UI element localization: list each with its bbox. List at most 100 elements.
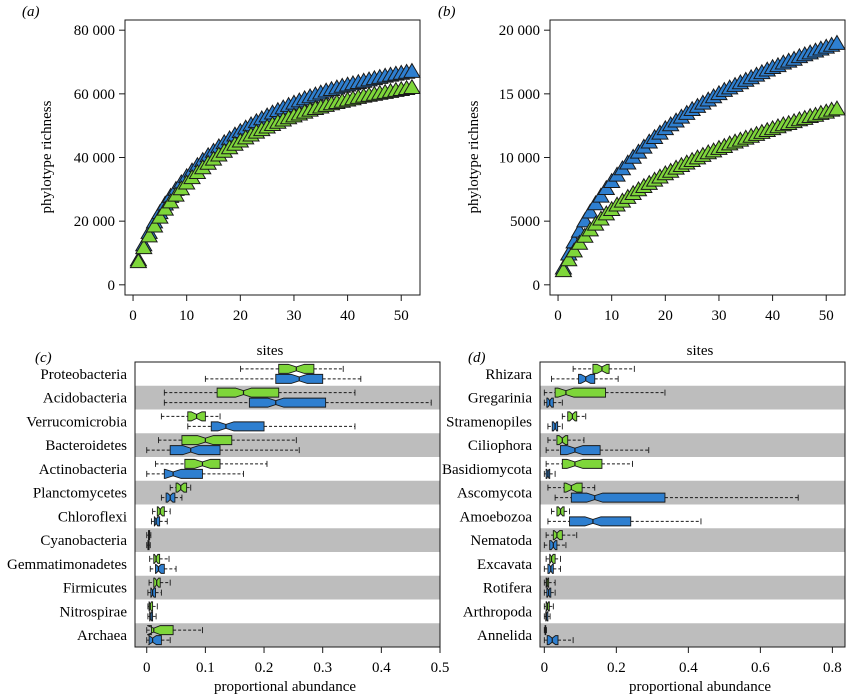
panel-a-y-axis-label: phylotype richness (39, 100, 55, 213)
panel-c-category-label: Actinobacteria (39, 462, 128, 478)
panel-c-x-axis-label: proportional abundance (214, 679, 356, 695)
panel-a-x-tick-label: 30 (286, 308, 301, 324)
panel-b-x-tick-label: 30 (711, 308, 726, 324)
panel-d-row-band (540, 623, 845, 647)
panel-d-category-label: Ascomycota (457, 486, 532, 502)
panel-a-x-tick-label: 20 (233, 308, 248, 324)
panel-c-category-label: Gemmatimonadetes (7, 557, 127, 573)
panel-c-category-label: Proteobacteria (40, 367, 127, 383)
panel-d-green-box (554, 387, 606, 398)
panel-b-y-tick-label: 20 000 (499, 23, 540, 39)
panel-b-green-point (828, 100, 846, 116)
panel-a-green-point (403, 78, 421, 95)
panel-b-x-axis-label: sites (687, 343, 714, 359)
panel-c: (c) proportional abundance Proteobacteri… (7, 350, 449, 695)
panel-b-green-point (565, 242, 584, 258)
panel-d-category-label: Stramenopiles (446, 414, 532, 430)
panel-d-category-label: Rhizara (485, 367, 532, 383)
panel-d-x-tick-label: 0 (541, 660, 549, 676)
panel-c-x-tick-label: 0.1 (196, 660, 215, 676)
panel-b-y-tick-label: 10 000 (499, 151, 540, 167)
panel-label-c: (c) (35, 350, 52, 366)
panel-c-category-label: Chloroflexi (58, 509, 127, 525)
panel-c-blue-box (155, 563, 165, 574)
panel-c-blue-box (163, 468, 203, 479)
panel-c-row-band (135, 528, 440, 552)
panel-c-green-box (216, 387, 280, 398)
panel-d-row-band (540, 385, 845, 410)
panel-b-blue-point (581, 203, 600, 219)
panel-d-row-band (540, 575, 845, 600)
panel-d-plot-frame (539, 361, 846, 648)
panel-b-y-tick-label: 5000 (510, 214, 540, 230)
panel-c-blue-box (153, 516, 161, 527)
panel-a-blue-point (403, 62, 421, 78)
panel-a-x-tick-label: 10 (179, 308, 194, 324)
panel-c-blue-box (248, 397, 327, 408)
panel-d-row-band (540, 528, 845, 552)
panel-d-category-label: Basidiomycota (442, 462, 532, 478)
panel-c-row-band (135, 623, 440, 647)
panel-d-x-axis-label: proportional abundance (629, 679, 771, 695)
panel-b-green-point (559, 250, 578, 267)
panel-d-x-tick-label: 0.6 (751, 660, 770, 676)
panel-c-plot-frame (134, 361, 441, 648)
panel-c-blue-box (169, 445, 221, 456)
panel-a: (a) sites phylotype richness 0 10 20 30 40 50… (22, 4, 421, 359)
panel-a-y-tick-label: 40 000 (74, 151, 115, 167)
panel-a-x-tick-label: 40 (340, 308, 355, 324)
panel-b-x-tick-label: 50 (819, 308, 834, 324)
panel-c-row-band (135, 385, 440, 410)
panel-d-row-band (540, 433, 845, 457)
panel-d-blue-box (569, 516, 632, 527)
panel-d-category-label: Rotifera (483, 581, 532, 597)
panel-c-x-tick-label: 0.3 (313, 660, 332, 676)
panel-a-green-point (140, 227, 159, 243)
panel-b-x-tick-label: 20 (658, 308, 673, 324)
panel-c-x-tick-label: 0.4 (372, 660, 391, 676)
panel-b-green-point (554, 261, 573, 278)
panel-c-category-label: Planctomycetes (33, 486, 127, 502)
panel-c-x-tick-label: 0.5 (431, 660, 450, 676)
panel-b-blue-point (592, 187, 610, 203)
panel-b-y-tick-label: 0 (533, 278, 541, 294)
panel-a-green-point (129, 252, 148, 269)
panel-b: (b) sites phylotype richness 0 10 20 30 40 50… (438, 4, 846, 359)
panel-b-x-tick-label: 40 (765, 308, 780, 324)
panel-a-green-point (145, 217, 164, 233)
panel-c-category-label: Firmicutes (63, 581, 127, 597)
panel-d: (d) proportional abundance Rhizara Gregar… (442, 350, 846, 695)
panel-d-category-label: Annelida (477, 628, 532, 644)
panel-d-x-tick-label: 0.8 (823, 660, 842, 676)
panel-c-blue-box (147, 635, 162, 646)
panel-c-row-band (135, 480, 440, 505)
panel-c-green-box (181, 435, 233, 446)
panel-a-x-tick-label: 50 (394, 308, 409, 324)
panel-d-category-label: Gregarinia (468, 391, 532, 407)
panel-a-green-point (150, 208, 169, 224)
panel-c-category-label: Acidobacteria (43, 391, 127, 407)
panel-c-category-label: Verrucomicrobia (26, 414, 127, 430)
panel-label-b: (b) (438, 4, 456, 20)
panel-d-x-tick-label: 0.4 (679, 660, 698, 676)
panel-d-green-box (592, 363, 610, 374)
panel-a-y-tick-label: 80 000 (74, 23, 115, 39)
panel-b-blue-point (586, 194, 605, 211)
panel-d-category-label: Nematoda (470, 533, 532, 549)
panel-b-blue-point (828, 34, 846, 50)
panel-a-x-tick-label: 0 (129, 308, 137, 324)
panel-d-category-label: Ciliophora (468, 438, 533, 454)
panel-a-green-point (134, 238, 153, 255)
panel-d-blue-box (570, 492, 666, 503)
panel-label-d: (d) (468, 350, 486, 366)
panel-c-green-box (147, 625, 174, 636)
panel-c-category-label: Bacteroidetes (45, 438, 127, 454)
panel-d-green-box (552, 530, 563, 541)
panel-d-category-label: Arthropoda (463, 604, 532, 620)
panel-c-category-label: Nitrospirae (60, 604, 128, 620)
panel-label-a: (a) (22, 4, 40, 20)
panel-d-blue-box (578, 373, 596, 384)
panel-a-y-tick-label: 0 (108, 278, 116, 294)
panel-a-plot-frame (124, 19, 421, 296)
